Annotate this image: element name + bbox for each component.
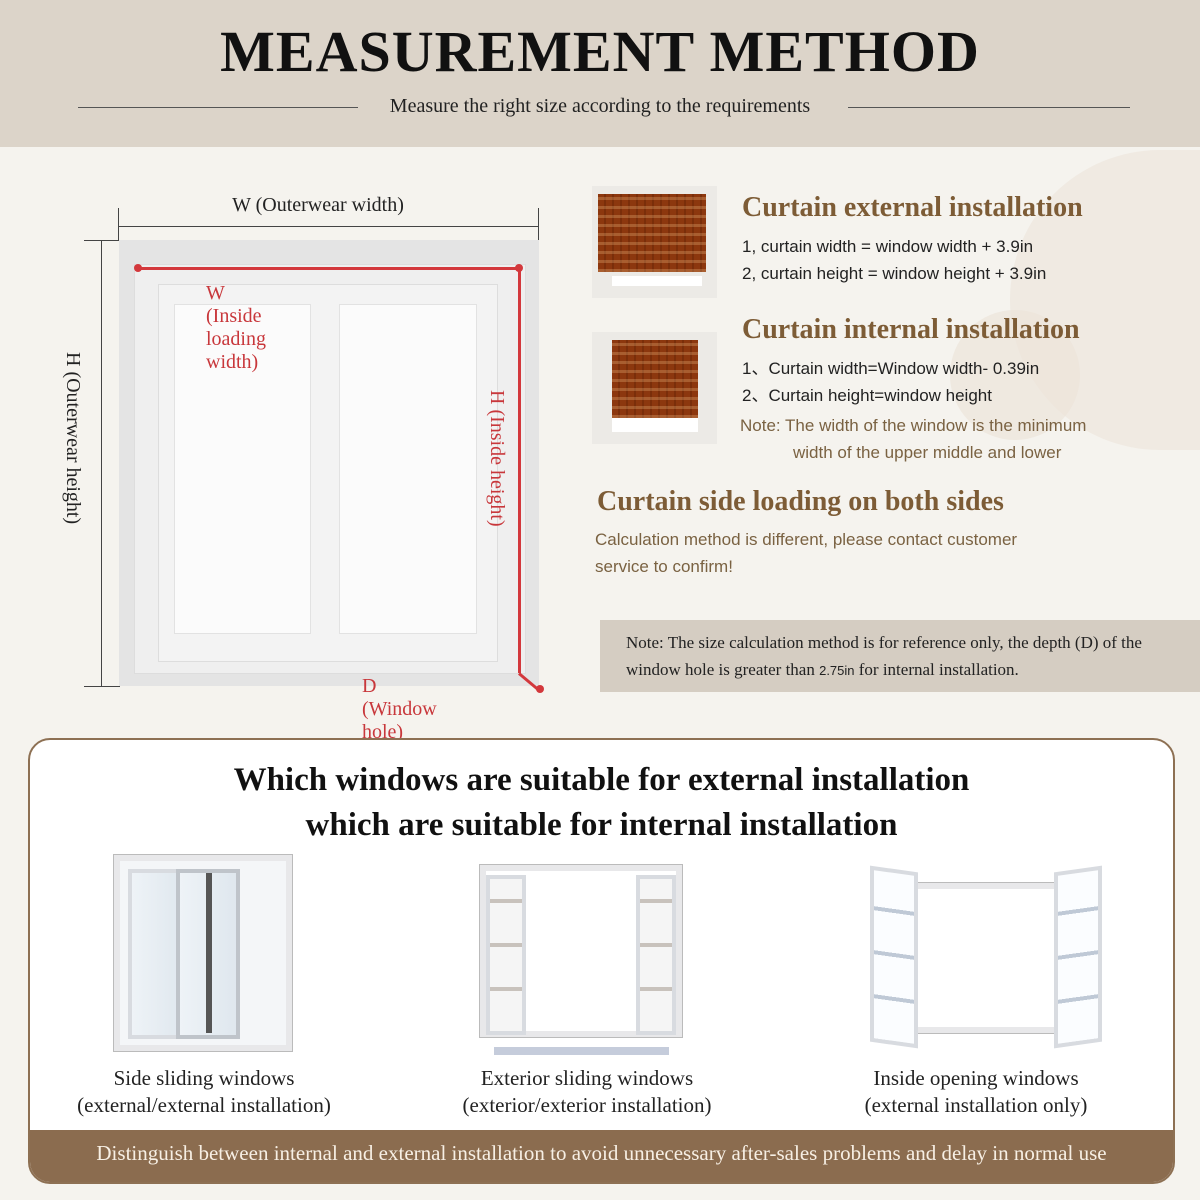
- external-line-2: 2, curtain height = window height + 3.9i…: [742, 264, 1047, 283]
- inside-opening-window-image: [866, 865, 1106, 1050]
- window-type-name: Side sliding windows: [113, 1066, 295, 1090]
- depth-label: D (Window hole): [362, 675, 437, 743]
- note-text: for internal installation.: [854, 660, 1019, 679]
- window-type-inside-opening: Inside opening windows (external install…: [806, 1065, 1146, 1119]
- external-curtain-image: [592, 186, 717, 298]
- window-type-detail: (external/external installation): [77, 1093, 331, 1117]
- window-type-side-sliding: Side sliding windows (external/external …: [34, 1065, 374, 1119]
- window-type-exterior-sliding: Exterior sliding windows (exterior/exter…: [417, 1065, 757, 1119]
- note-text: window hole is greater than: [626, 660, 820, 679]
- outer-height-label: H (Outerwear height): [62, 352, 84, 525]
- suitability-title-1: Which windows are suitable for external …: [233, 762, 970, 798]
- note-line-1: Note: The size calculation method is for…: [626, 633, 1142, 652]
- window-type-detail: (external installation only): [864, 1093, 1088, 1117]
- exterior-sliding-window-image: [480, 865, 685, 1055]
- side-line-2: service to confirm!: [595, 557, 733, 576]
- internal-line-2: 2、Curtain height=window height: [742, 386, 992, 405]
- inside-width-label: W (Inside loading width): [206, 282, 266, 373]
- suitability-title-2: which are suitable for internal installa…: [305, 807, 898, 843]
- divider: [78, 107, 358, 108]
- decor-circle: [950, 310, 1080, 440]
- internal-note-1: Note: The width of the window is the min…: [740, 416, 1087, 435]
- note-line-2: window hole is greater than 2.75in for i…: [626, 656, 1200, 684]
- page-subtitle: Measure the right size according to the …: [389, 95, 811, 117]
- window-type-detail: (exterior/exterior installation): [462, 1093, 712, 1117]
- side-sliding-window-image: [114, 855, 294, 1055]
- external-title: Curtain external installation: [742, 192, 1083, 223]
- internal-curtain-image: [592, 332, 717, 444]
- side-line-1: Calculation method is different, please …: [595, 530, 1018, 549]
- page-title: MEASUREMENT METHOD: [220, 19, 980, 84]
- divider: [848, 107, 1130, 108]
- depth-value: 2.75in: [819, 663, 855, 678]
- header-band: [0, 0, 1200, 147]
- external-line-1: 1, curtain width = window width + 3.9in: [742, 237, 1034, 256]
- footer-banner: Distinguish between internal and externa…: [30, 1130, 1173, 1182]
- window-type-name: Inside opening windows: [873, 1066, 1079, 1090]
- side-title: Curtain side loading on both sides: [597, 486, 1004, 517]
- internal-line-1: 1、Curtain width=Window width- 0.39in: [742, 359, 1040, 378]
- window-type-name: Exterior sliding windows: [480, 1066, 694, 1090]
- inside-height-label: H (Inside height): [486, 390, 508, 527]
- outer-width-label: W (Outerwear width): [232, 194, 404, 216]
- internal-note-2: width of the upper middle and lower: [793, 443, 1062, 462]
- reference-note: Note: The size calculation method is for…: [600, 620, 1200, 692]
- suitability-panel: Which windows are suitable for external …: [28, 738, 1175, 1184]
- internal-title: Curtain internal installation: [742, 314, 1080, 345]
